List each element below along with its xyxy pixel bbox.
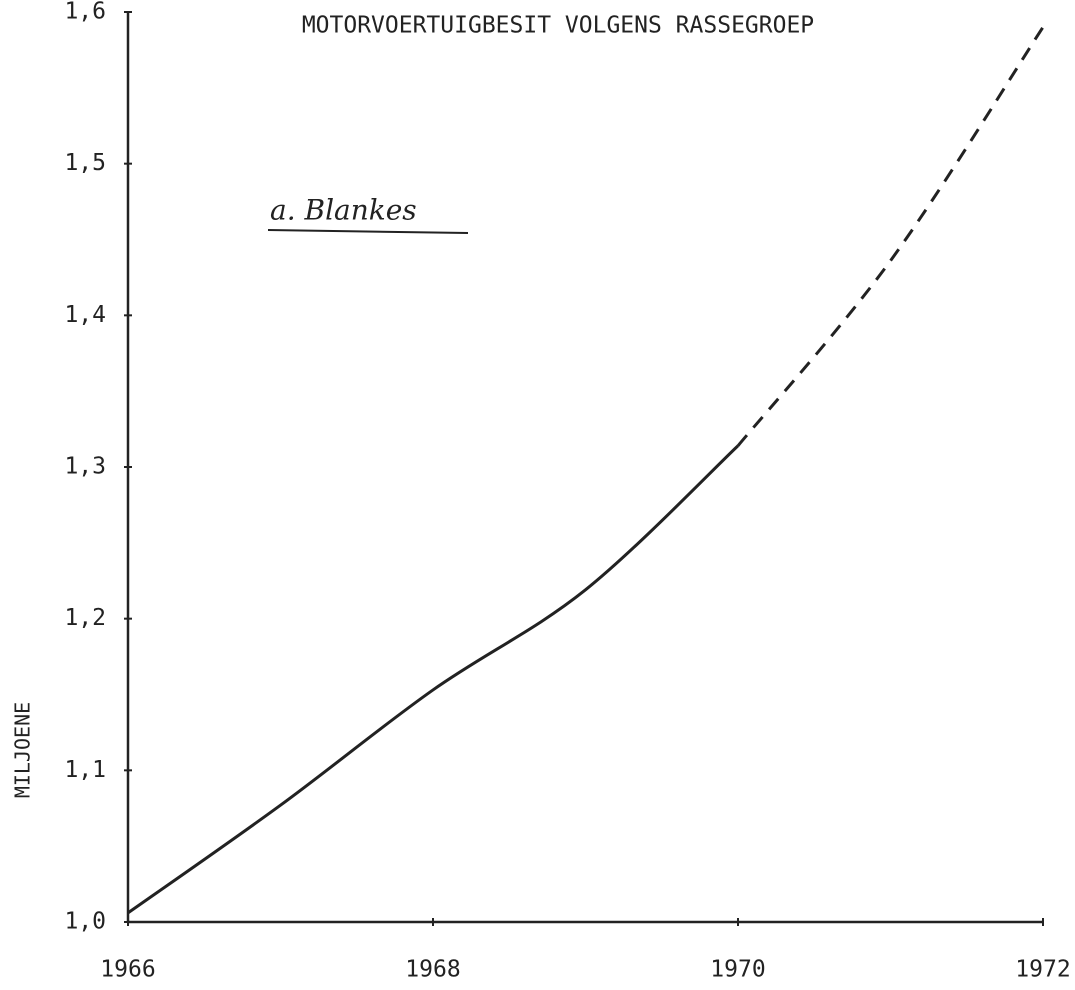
x-tick-label: 1972 [1015,957,1070,983]
line [127,444,740,915]
y-tick-label: 1,0 [64,909,106,935]
annotation-underline [267,229,469,234]
y-tick-label: 1,6 [64,0,106,25]
annotation: a. Blankes [270,194,417,227]
line [736,26,1045,447]
x-tick-label: 1968 [405,957,460,983]
y-tick-label: 1,2 [64,605,106,631]
y-tick-label: 1,4 [64,302,106,328]
y-tick-label: 1,3 [64,454,106,480]
x-tick-label: 1970 [710,957,765,983]
chart-title: MOTORVOERTUIGBESIT VOLGENS RASSEGROEP [302,13,814,39]
y-axis-label: MILJOENE [11,702,35,798]
y-tick-label: 1,5 [64,150,106,176]
x-tick-label: 1966 [100,957,155,983]
y-tick-label: 1,1 [64,757,106,783]
